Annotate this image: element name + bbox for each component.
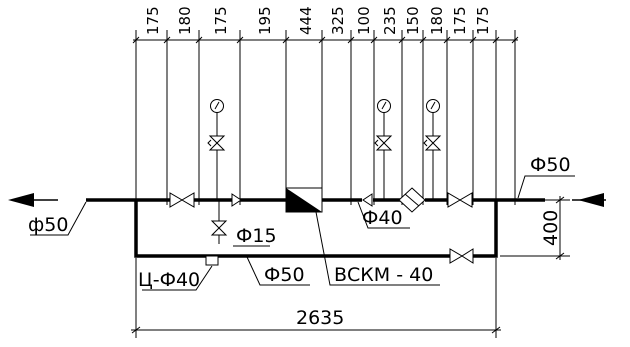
water-meter <box>285 187 323 213</box>
dim-label: 444 <box>297 6 315 35</box>
drain-label: Ц-Ф40 <box>138 269 200 291</box>
bypass-diameter-label: Ф50 <box>264 264 305 286</box>
dim-label: 175 <box>451 6 469 35</box>
total-length-label: 2635 <box>296 307 344 329</box>
dim-label: 100 <box>355 6 373 35</box>
bypass-pipe <box>134 200 498 258</box>
meter-label: ВСКМ - 40 <box>334 264 433 286</box>
dim-label: 150 <box>404 6 422 35</box>
total-dimension: 2635 <box>131 258 501 338</box>
dim-label: 180 <box>176 6 194 35</box>
top-dimension-chain: 175 180 175 195 444 325 100 235 150 180 … <box>132 6 519 205</box>
height-dimension: 400 <box>500 196 570 260</box>
dim-label: 180 <box>428 6 446 35</box>
gauge-valve-icon <box>208 142 226 151</box>
gauge-valve-icon <box>424 142 442 151</box>
flow-arrows <box>8 193 606 207</box>
dim-label: 235 <box>381 6 399 35</box>
gate-valves <box>169 192 474 264</box>
branch-diameter-label: Ф15 <box>236 225 277 247</box>
bypass-valve-icon <box>449 248 463 264</box>
main-diameter-label: Ф40 <box>362 207 403 229</box>
dim-label: 195 <box>256 6 274 35</box>
inlet-arrow-icon <box>578 193 604 207</box>
drain-valve-icon <box>210 227 228 236</box>
gauge-riser <box>207 99 226 200</box>
outlet-arrow-icon <box>8 193 34 207</box>
leader-lines <box>30 175 575 291</box>
dim-label: 175 <box>474 6 492 35</box>
drain-fitting-icon <box>205 255 219 266</box>
dim-label: 175 <box>144 6 162 35</box>
drain-branch <box>210 200 228 244</box>
check-valve-icon <box>231 193 242 207</box>
gate-valve-icon <box>169 192 183 208</box>
outlet-diameter-label: ф50 <box>28 214 68 236</box>
dim-label: 325 <box>329 6 347 35</box>
gauge-valve-icon <box>375 142 393 151</box>
gate-valve-icon <box>447 192 461 208</box>
check-valve-icon <box>362 193 373 207</box>
inlet-diameter-label: Ф50 <box>530 154 571 176</box>
gauge-riser <box>374 99 393 200</box>
height-label: 400 <box>540 210 562 246</box>
gauge-riser <box>423 99 442 200</box>
meter-icon <box>286 188 322 212</box>
dim-label: 175 <box>212 6 230 35</box>
